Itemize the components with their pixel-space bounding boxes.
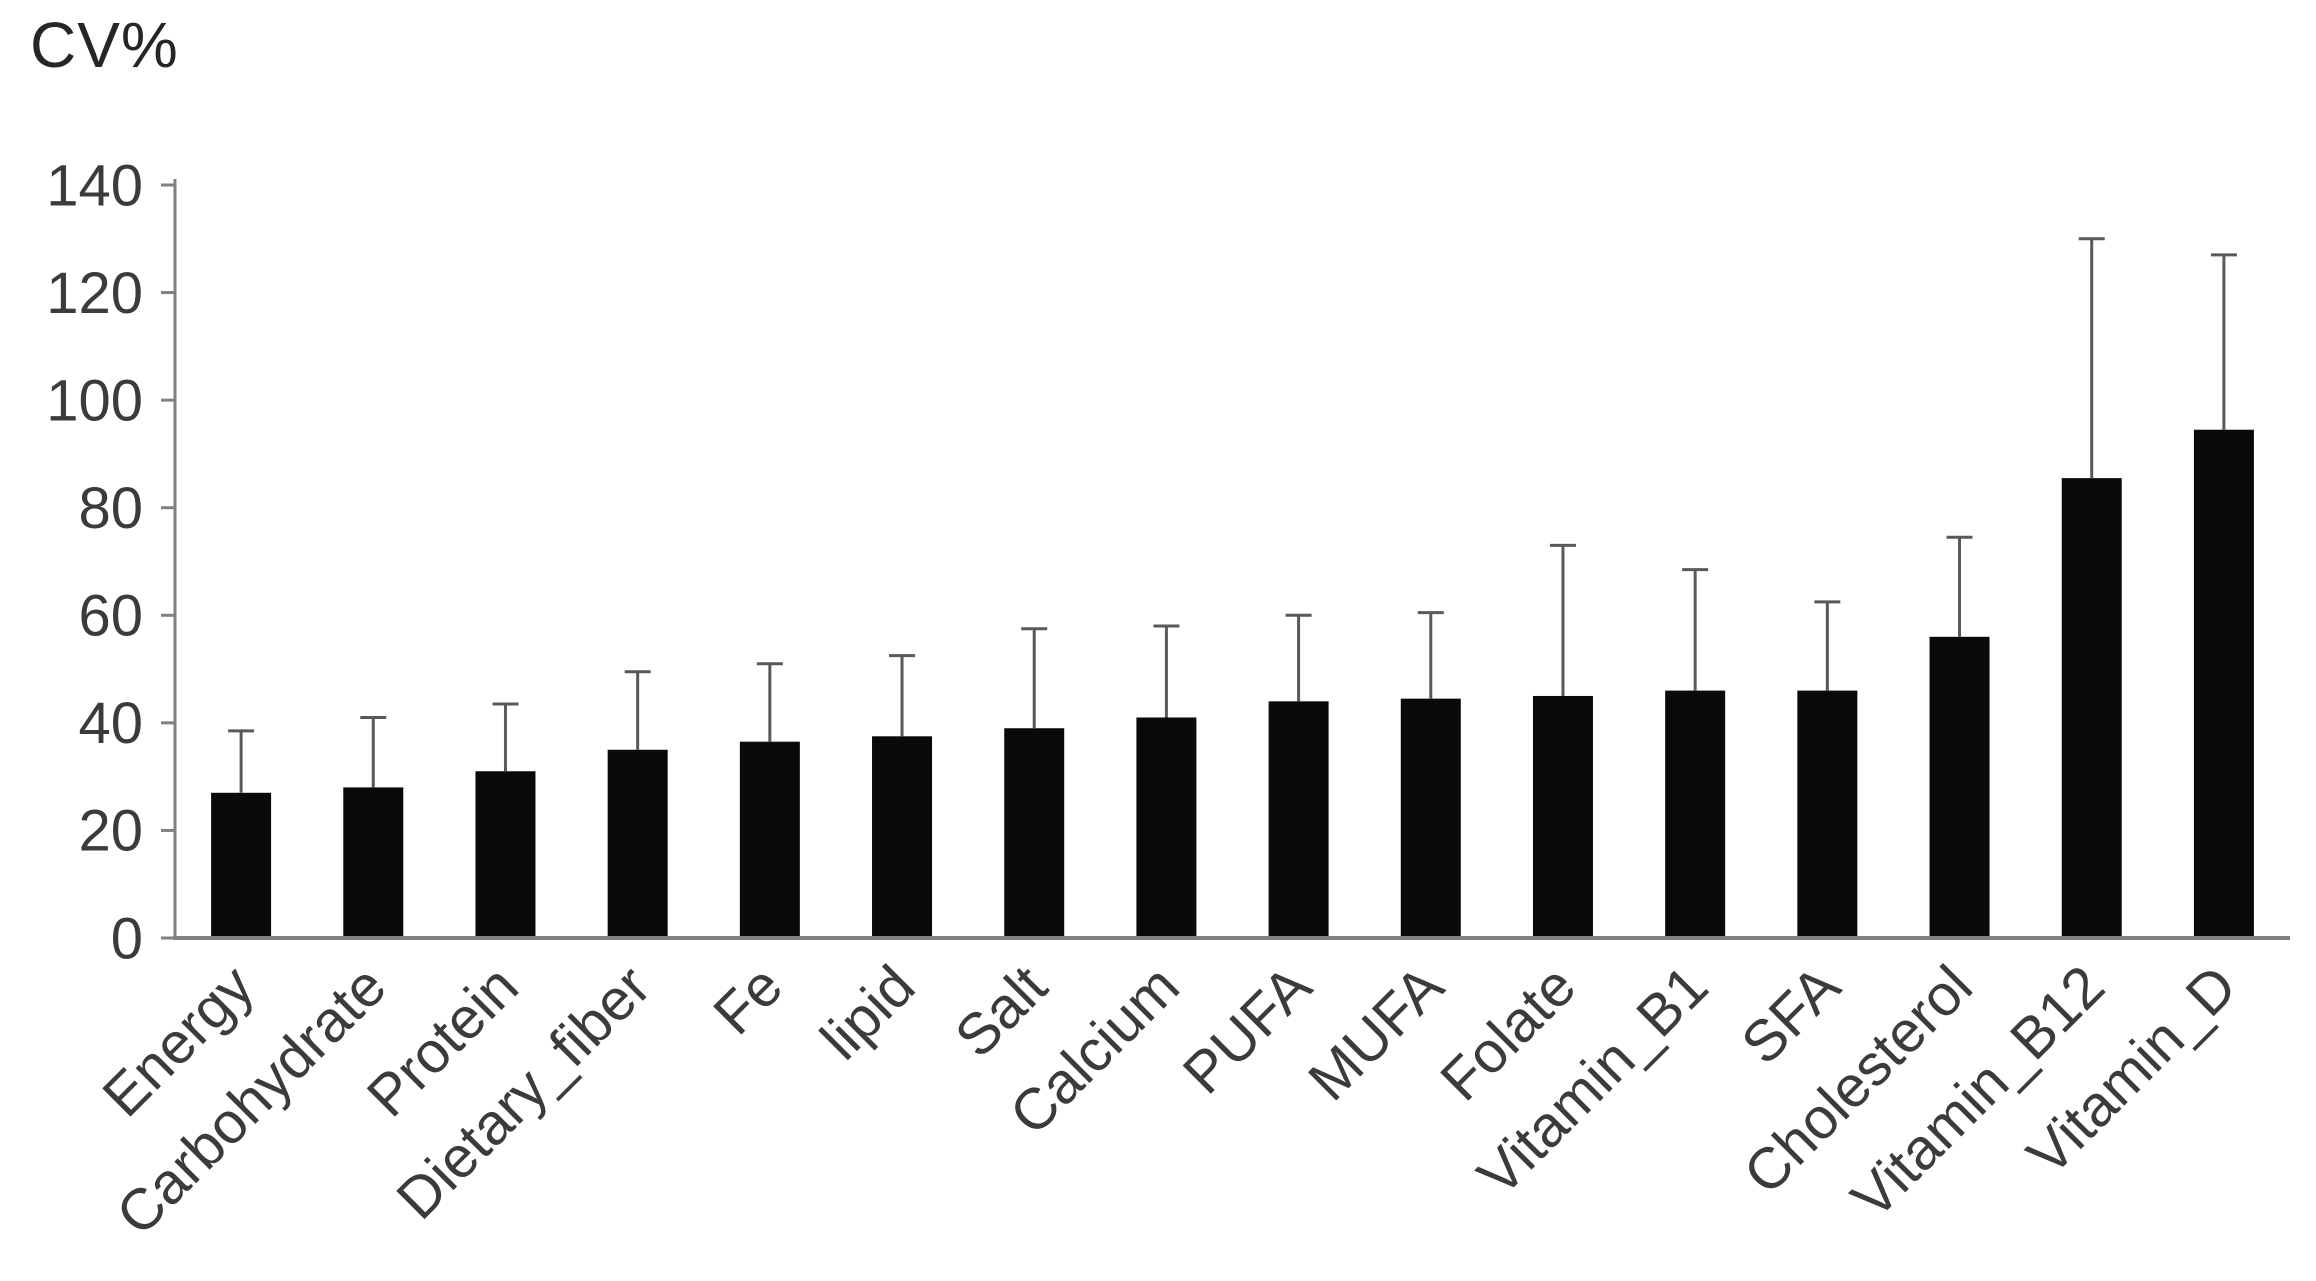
y-tick-label: 100 (46, 368, 143, 433)
x-axis-label: Salt (943, 953, 1060, 1070)
bar (607, 749, 668, 938)
y-tick-label: 40 (78, 691, 143, 756)
bar (1797, 690, 1858, 938)
y-tick-label: 0 (111, 906, 143, 971)
chart-title: CV% (30, 9, 179, 81)
bar (1929, 636, 1990, 938)
bar (1136, 717, 1197, 938)
x-axis-label: MUFA (1296, 953, 1456, 1113)
bar (739, 741, 800, 938)
x-axis-label: Fe (701, 953, 795, 1047)
bar (475, 771, 536, 938)
y-tick-label: 60 (78, 584, 143, 649)
x-axis-label: PUFA (1171, 953, 1324, 1106)
y-tick-label: 140 (46, 153, 143, 218)
y-tick-label: 20 (78, 799, 143, 864)
bar (872, 736, 933, 938)
bar (1268, 701, 1329, 938)
bar (1665, 690, 1726, 938)
bar (1532, 695, 1593, 938)
bar (211, 792, 272, 938)
bar (1400, 698, 1461, 938)
bar (1004, 728, 1065, 938)
y-tick-label: 120 (46, 261, 143, 326)
bar (343, 787, 404, 938)
y-tick-label: 80 (78, 476, 143, 541)
bar (2193, 429, 2254, 938)
bar (2061, 478, 2122, 938)
x-axis-label: lipid (808, 953, 927, 1072)
